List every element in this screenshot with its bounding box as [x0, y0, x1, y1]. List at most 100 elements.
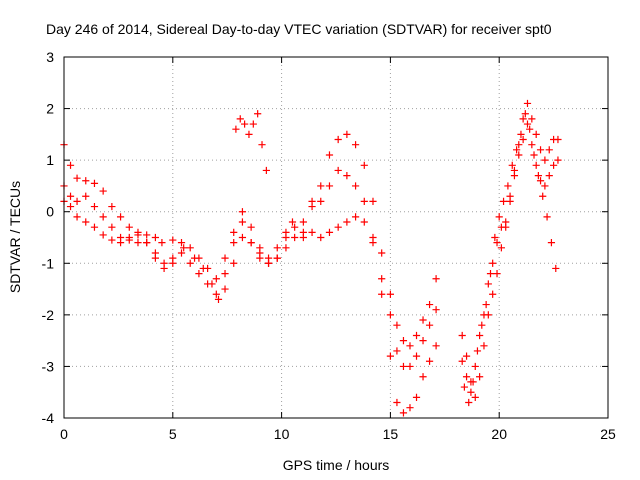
data-point	[386, 311, 394, 319]
data-point	[486, 270, 495, 278]
y-tick-label: 1	[46, 152, 54, 168]
data-point	[351, 182, 360, 190]
data-point	[299, 233, 307, 242]
data-point	[419, 316, 427, 324]
data-point	[169, 259, 177, 267]
data-point	[393, 321, 401, 329]
data-point	[195, 270, 203, 278]
data-point	[399, 337, 408, 345]
data-point	[238, 208, 247, 216]
y-tick-label: -4	[42, 410, 55, 426]
data-point	[291, 233, 299, 242]
data-point	[134, 231, 142, 239]
data-point	[99, 231, 107, 239]
data-point	[432, 275, 440, 283]
data-point	[143, 239, 151, 247]
data-point	[108, 236, 116, 244]
data-point	[543, 213, 551, 221]
data-point	[515, 151, 523, 159]
data-point	[545, 146, 553, 154]
data-point	[169, 236, 177, 244]
data-point	[212, 290, 220, 298]
data-point	[513, 146, 521, 154]
data-point	[291, 223, 299, 231]
data-point	[273, 244, 281, 252]
data-point	[469, 378, 477, 386]
data-point	[238, 233, 247, 242]
data-point	[262, 166, 270, 175]
data-point	[214, 295, 223, 303]
data-point	[493, 239, 501, 247]
data-point	[66, 161, 75, 169]
series-track-b	[60, 166, 440, 371]
data-point	[517, 130, 525, 138]
chart-title: Day 246 of 2014, Sidereal Day-to-day VTE…	[46, 21, 552, 37]
data-point	[528, 115, 536, 123]
data-point	[66, 202, 75, 211]
data-point	[360, 197, 368, 205]
data-point	[508, 161, 516, 169]
data-point	[325, 182, 334, 190]
data-point	[497, 244, 505, 252]
data-point	[412, 331, 421, 340]
y-tick-label: -1	[42, 255, 55, 271]
data-point	[541, 156, 549, 164]
y-axis-label: SDTVAR / TECUs	[7, 181, 23, 293]
series-track-e	[458, 120, 562, 396]
data-point	[550, 161, 558, 169]
data-point	[273, 254, 281, 262]
data-point	[134, 239, 142, 247]
series-track-d	[458, 99, 562, 401]
y-tick-label: -3	[42, 358, 55, 374]
data-point	[541, 182, 549, 190]
data-point	[160, 264, 168, 273]
data-point	[523, 99, 532, 108]
data-point	[236, 115, 244, 123]
data-point	[90, 223, 99, 231]
data-point	[476, 331, 484, 340]
data-point	[499, 197, 508, 205]
data-point	[90, 202, 99, 211]
data-point	[351, 213, 360, 221]
data-point	[360, 218, 368, 226]
data-point	[177, 239, 186, 247]
data-point	[406, 362, 414, 371]
data-point	[369, 239, 377, 247]
data-point	[378, 275, 386, 283]
x-tick-label: 5	[169, 426, 177, 442]
plot-frame	[63, 56, 609, 419]
data-point	[249, 120, 257, 128]
data-point	[108, 202, 116, 211]
data-point	[334, 135, 342, 144]
data-point	[230, 228, 238, 236]
data-point	[158, 239, 166, 247]
data-point	[493, 270, 501, 278]
data-point	[552, 264, 560, 273]
data-point	[532, 161, 540, 169]
data-point	[317, 197, 325, 205]
data-point	[471, 362, 479, 371]
data-point	[530, 151, 538, 159]
x-tick-label: 20	[491, 426, 507, 442]
data-point	[308, 228, 316, 236]
data-point	[334, 223, 342, 231]
data-point	[204, 264, 212, 273]
data-points	[60, 99, 562, 417]
data-point	[230, 239, 238, 247]
data-point	[247, 239, 255, 247]
data-point	[343, 172, 351, 180]
data-point	[325, 228, 334, 236]
data-point	[238, 218, 247, 226]
data-point	[73, 213, 81, 221]
data-point	[412, 352, 421, 360]
data-point	[432, 342, 440, 350]
data-point	[116, 233, 125, 242]
data-point	[378, 290, 386, 298]
data-point	[288, 218, 297, 226]
data-point	[412, 393, 421, 401]
data-point	[471, 393, 479, 401]
data-point	[526, 125, 534, 133]
data-point	[497, 223, 505, 231]
x-tick-label: 25	[600, 426, 616, 442]
